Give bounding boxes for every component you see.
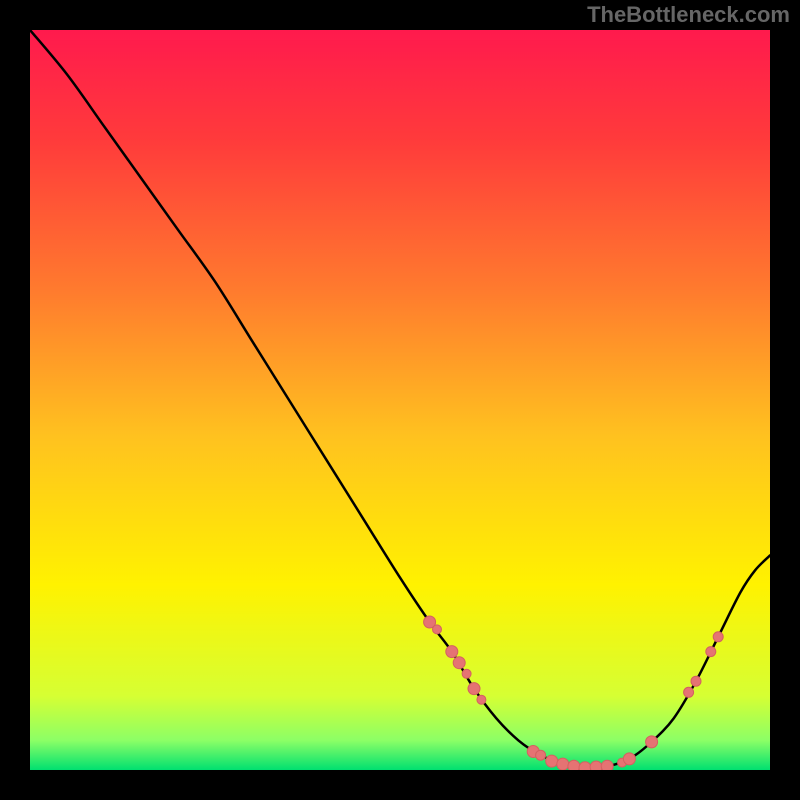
data-point xyxy=(546,755,558,767)
gradient-background xyxy=(30,30,770,770)
chart-container: TheBottleneck.com xyxy=(0,0,800,800)
data-point xyxy=(684,687,694,697)
watermark-text: TheBottleneck.com xyxy=(587,2,790,28)
data-point xyxy=(590,761,602,770)
data-point xyxy=(462,669,471,678)
data-point xyxy=(446,646,458,658)
data-point xyxy=(706,647,716,657)
data-point xyxy=(536,750,546,760)
data-point xyxy=(623,753,635,765)
data-point xyxy=(477,695,486,704)
data-point xyxy=(601,760,613,770)
data-point xyxy=(579,762,591,770)
data-point xyxy=(557,758,569,770)
data-point xyxy=(453,657,465,669)
plot-svg xyxy=(30,30,770,770)
data-point xyxy=(713,632,723,642)
data-point xyxy=(468,683,480,695)
data-point xyxy=(433,625,442,634)
data-point xyxy=(691,676,701,686)
data-point xyxy=(646,736,658,748)
data-point xyxy=(568,760,580,770)
